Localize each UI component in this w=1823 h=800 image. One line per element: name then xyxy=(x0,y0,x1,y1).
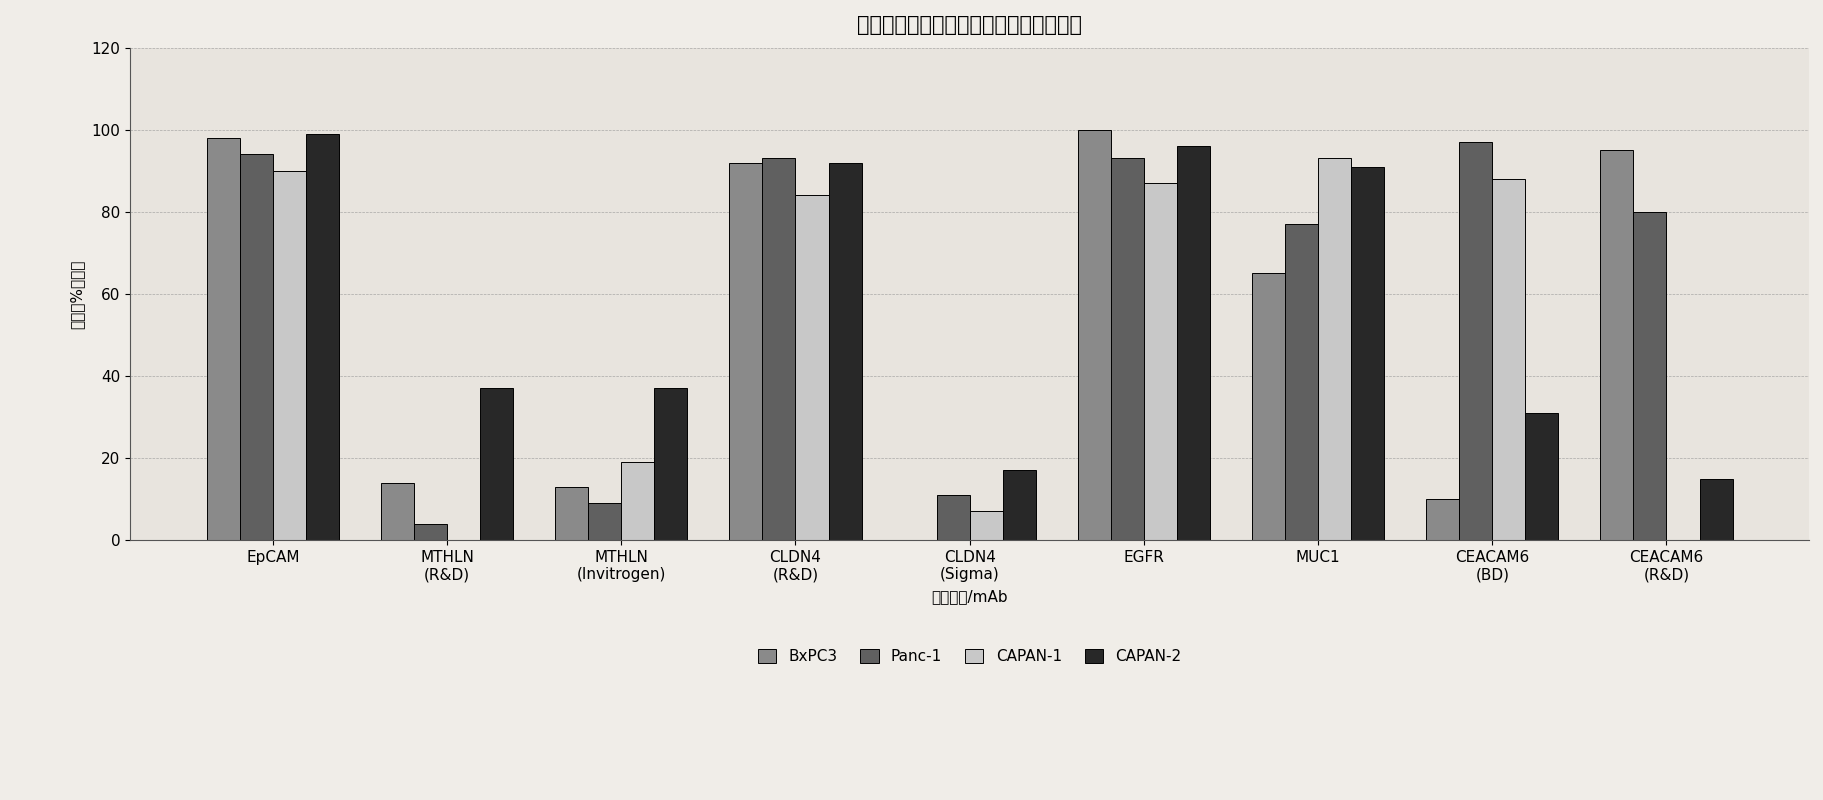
Bar xyxy=(206,138,239,540)
Bar xyxy=(1176,146,1209,540)
Bar xyxy=(1599,150,1632,540)
Bar xyxy=(1318,158,1351,540)
Bar xyxy=(306,134,339,540)
Bar xyxy=(239,154,273,540)
Bar xyxy=(1351,166,1384,540)
Bar xyxy=(381,482,414,540)
Bar xyxy=(935,495,970,540)
Bar xyxy=(1077,130,1110,540)
Legend: BxPC3, Panc-1, CAPAN-1, CAPAN-2: BxPC3, Panc-1, CAPAN-1, CAPAN-2 xyxy=(751,643,1187,670)
Bar xyxy=(1143,183,1176,540)
Bar xyxy=(1110,158,1143,540)
Bar xyxy=(1003,470,1035,540)
Bar xyxy=(729,162,762,540)
X-axis label: 测试的靶/mAb: 测试的靶/mAb xyxy=(932,590,1008,604)
Bar xyxy=(1458,142,1491,540)
Bar xyxy=(1524,413,1557,540)
Y-axis label: 平均（%）阳性: 平均（%）阳性 xyxy=(69,259,84,329)
Bar xyxy=(1426,499,1458,540)
Bar xyxy=(970,511,1003,540)
Bar xyxy=(554,487,587,540)
Bar xyxy=(1283,224,1318,540)
Bar xyxy=(1251,274,1283,540)
Bar xyxy=(795,195,828,540)
Bar xyxy=(587,503,622,540)
Bar xyxy=(1632,212,1666,540)
Bar xyxy=(1699,478,1732,540)
Bar xyxy=(414,524,447,540)
Bar xyxy=(622,462,654,540)
Bar xyxy=(654,388,687,540)
Bar xyxy=(273,170,306,540)
Bar xyxy=(762,158,795,540)
Title: 对于多种捕获靶阳性的细胞的平均百分比: 对于多种捕获靶阳性的细胞的平均百分比 xyxy=(857,15,1081,35)
Bar xyxy=(479,388,512,540)
Bar xyxy=(828,162,860,540)
Bar xyxy=(1491,179,1524,540)
